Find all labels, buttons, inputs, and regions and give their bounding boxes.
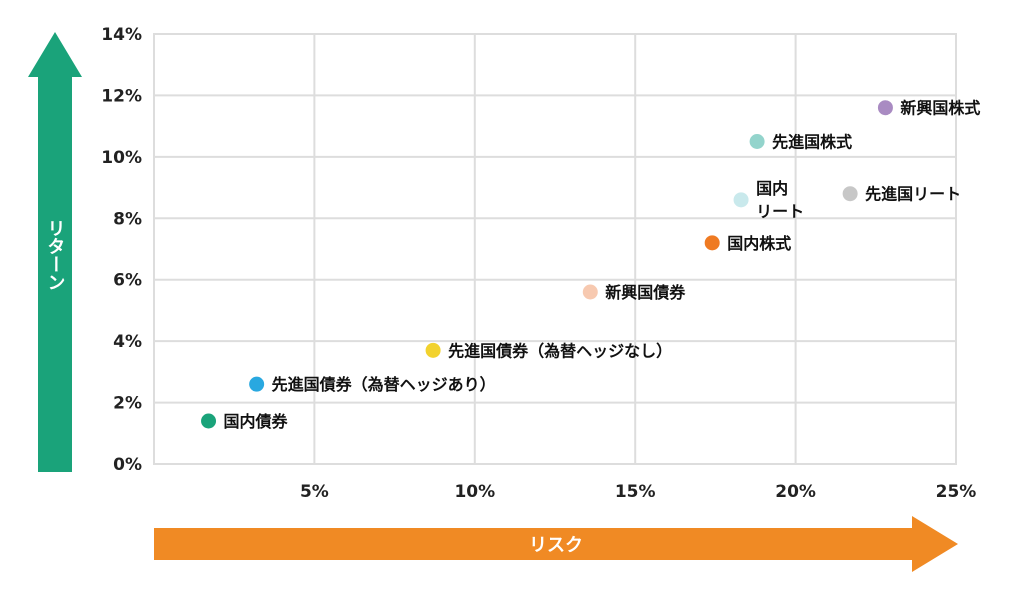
- x-tick-label: 10%: [454, 482, 495, 502]
- point-label: 新興国債券: [605, 283, 686, 302]
- risk-arrow: [154, 516, 958, 572]
- x-tick-label: 5%: [300, 482, 329, 502]
- y-axis-label: リターン: [45, 219, 66, 291]
- x-tick-label: 25%: [936, 482, 977, 502]
- y-axis-ticks: 0% 2% 4% 6% 8% 10% 12% 14%: [101, 25, 142, 475]
- data-points: 国内債券 先進国債券（為替ヘッジあり） 先進国債券（為替ヘッジなし） 新興国債券 国内株…: [201, 99, 980, 431]
- return-arrow: [28, 32, 82, 472]
- point-label: 国内株式: [727, 234, 791, 253]
- y-tick-label: 12%: [101, 86, 142, 106]
- point-label: 国内リート: [756, 179, 804, 221]
- y-tick-label: 2%: [113, 394, 142, 414]
- data-point: [877, 100, 893, 116]
- data-point: [201, 413, 217, 429]
- y-tick-label: 10%: [101, 148, 142, 168]
- y-tick-label: 0%: [113, 455, 142, 475]
- plot-frame: [153, 33, 957, 465]
- y-tick-label: 8%: [113, 209, 142, 229]
- x-axis-ticks: 5% 10% 15% 20% 25%: [300, 482, 976, 502]
- data-point: [842, 186, 858, 202]
- data-point: [733, 192, 749, 208]
- x-tick-label: 15%: [615, 482, 656, 502]
- point-label: 先進国株式: [772, 133, 852, 152]
- x-tick-label: 20%: [775, 482, 816, 502]
- data-point: [749, 134, 765, 149]
- y-tick-label: 14%: [101, 25, 142, 45]
- y-tick-label: 6%: [113, 271, 142, 291]
- point-label: 先進国債券（為替ヘッジあり）: [272, 375, 496, 394]
- data-point: [425, 342, 441, 358]
- data-point: [582, 284, 598, 300]
- point-label: 国内債券: [224, 412, 289, 431]
- grid: [153, 33, 957, 465]
- point-label: 新興国株式: [900, 99, 980, 118]
- point-label: 先進国債券（為替ヘッジなし）: [448, 341, 672, 360]
- y-tick-label: 4%: [113, 332, 142, 352]
- point-label: 先進国リート: [865, 185, 961, 204]
- x-axis-label: リスク: [529, 535, 583, 556]
- data-point: [704, 235, 720, 251]
- data-point: [249, 376, 265, 392]
